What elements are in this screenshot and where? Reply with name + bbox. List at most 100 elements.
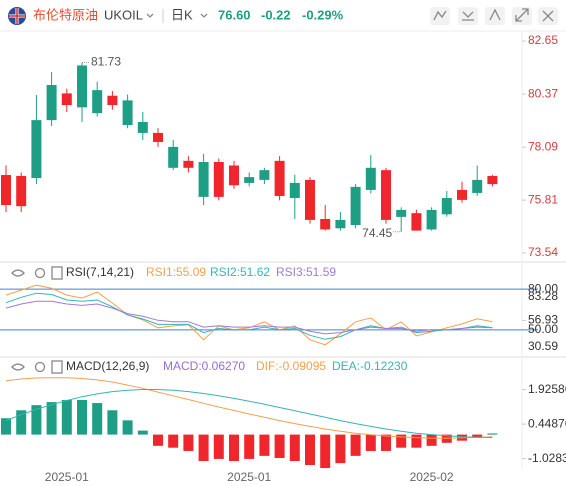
macd-bar [396, 434, 407, 448]
candle-body [487, 175, 498, 185]
macd-bar [305, 434, 315, 465]
candle-body [229, 165, 239, 186]
y-tick-label: 0.44876 [528, 416, 566, 430]
toolbar [430, 7, 558, 25]
max-label: 83.28 [528, 289, 558, 303]
min-label: 30.59 [528, 339, 558, 353]
macd-bar [487, 433, 498, 435]
macd-bar [289, 434, 300, 462]
legend-entry: RSI3:51.59 [276, 265, 336, 279]
header: 布伦特原油 UKOIL 日K 76.60 -0.22 -0.29% [8, 7, 558, 25]
macd-bar [46, 402, 57, 435]
instrument-name[interactable]: 布伦特原油 [33, 7, 98, 22]
high-label: 81.73 [91, 55, 121, 69]
tool-button[interactable] [485, 7, 505, 25]
y-tick-label: 75.81 [528, 192, 558, 206]
candle-body [244, 177, 255, 183]
x-tick-label: 2025-01 [227, 470, 271, 484]
candle-body [1, 175, 11, 206]
macd-bar [259, 434, 270, 456]
candle-body [92, 90, 103, 114]
candle-body [350, 186, 361, 226]
legend-entry: DIF:-0.09095 [256, 359, 326, 373]
gear-icon[interactable] [34, 267, 46, 279]
rsi-line [5, 300, 493, 335]
y-tick-label: 56.93 [528, 313, 558, 327]
macd-bar [183, 434, 194, 451]
change: -0.22 [261, 7, 291, 22]
y-tick-label: -1.02834 [528, 451, 566, 465]
macd-bar [244, 434, 255, 459]
candle-body [305, 179, 315, 220]
macd-bar [426, 434, 437, 446]
price: 76.60 [218, 7, 251, 22]
candle-body [441, 198, 452, 215]
legend-entry: RSI2:51.62 [210, 265, 270, 279]
rsi-title: RSI(7,14,21) [66, 265, 134, 279]
legend-entry: MACD:0.06270 [163, 359, 245, 373]
close-icon [542, 10, 554, 22]
tool-button[interactable] [430, 7, 450, 25]
y-tick-label: 78.09 [528, 139, 558, 153]
macd-bar [168, 434, 179, 448]
x-tick-label: 2025-01 [45, 470, 89, 484]
candle-body [381, 170, 391, 220]
y-tick-label: 73.54 [528, 245, 558, 259]
candle-body [168, 146, 179, 168]
macd-bar [153, 434, 163, 446]
rsi-header: RSI(7,14,21) RSI1:55.09 RSI2:51.62 RSI3:… [11, 265, 336, 280]
tool-button[interactable] [458, 7, 478, 25]
macd-title: MACD(12,26,9) [66, 359, 149, 373]
candle-body [365, 167, 376, 190]
macd-bar [381, 434, 391, 451]
y-tick-label: 50.00 [528, 322, 558, 336]
macd-bar [365, 434, 376, 451]
tool-icon [489, 8, 501, 21]
macd-bar [350, 434, 361, 456]
candle-body [289, 182, 300, 199]
tool-icon [515, 8, 529, 22]
candle-body [77, 65, 87, 108]
legend-entry: RSI1:55.09 [146, 265, 206, 279]
macd-bar [77, 400, 87, 435]
y-tick-label: 82.65 [528, 33, 558, 47]
dropdown-caret[interactable] [200, 13, 208, 18]
legend-entry: DEA:-0.12230 [332, 359, 408, 373]
macd-header: MACD(12,26,9) MACD:0.06270 DIF:-0.09095 … [11, 359, 408, 374]
macd-bar [320, 434, 331, 469]
macd-bar [213, 434, 224, 459]
gear-icon[interactable] [34, 361, 46, 373]
macd-bar [472, 434, 483, 438]
indicator-icon[interactable] [51, 360, 63, 374]
eye-icon[interactable] [11, 269, 25, 277]
symbol[interactable]: UKOIL [104, 7, 143, 22]
macd-bar [229, 434, 239, 462]
candle-body [335, 219, 346, 229]
y-tick-label: 80.37 [528, 86, 558, 100]
candle-body [153, 132, 163, 142]
tool-icon [462, 11, 474, 21]
candle-body [16, 175, 27, 207]
candle-body [320, 218, 331, 230]
candle-body [472, 179, 483, 193]
macd-bar [274, 434, 285, 458]
y-tick-label: 80.00 [528, 281, 558, 295]
macd-bar [16, 410, 27, 435]
macd-bar [31, 405, 42, 435]
low-label: 74.45 [362, 226, 392, 240]
candle-body [426, 209, 437, 230]
candle-body [213, 162, 224, 197]
candle-body [31, 120, 42, 179]
candle-body [61, 93, 72, 106]
indicator-icon[interactable] [51, 266, 63, 280]
tool-button[interactable] [512, 7, 532, 25]
macd-bar [1, 418, 11, 435]
macd-bar [137, 430, 148, 435]
candle-body [107, 95, 118, 106]
candle-body [122, 100, 133, 126]
eye-icon[interactable] [11, 363, 25, 371]
period[interactable]: 日K [171, 7, 193, 22]
dropdown-caret[interactable] [146, 13, 154, 18]
macd-bar [411, 434, 422, 448]
